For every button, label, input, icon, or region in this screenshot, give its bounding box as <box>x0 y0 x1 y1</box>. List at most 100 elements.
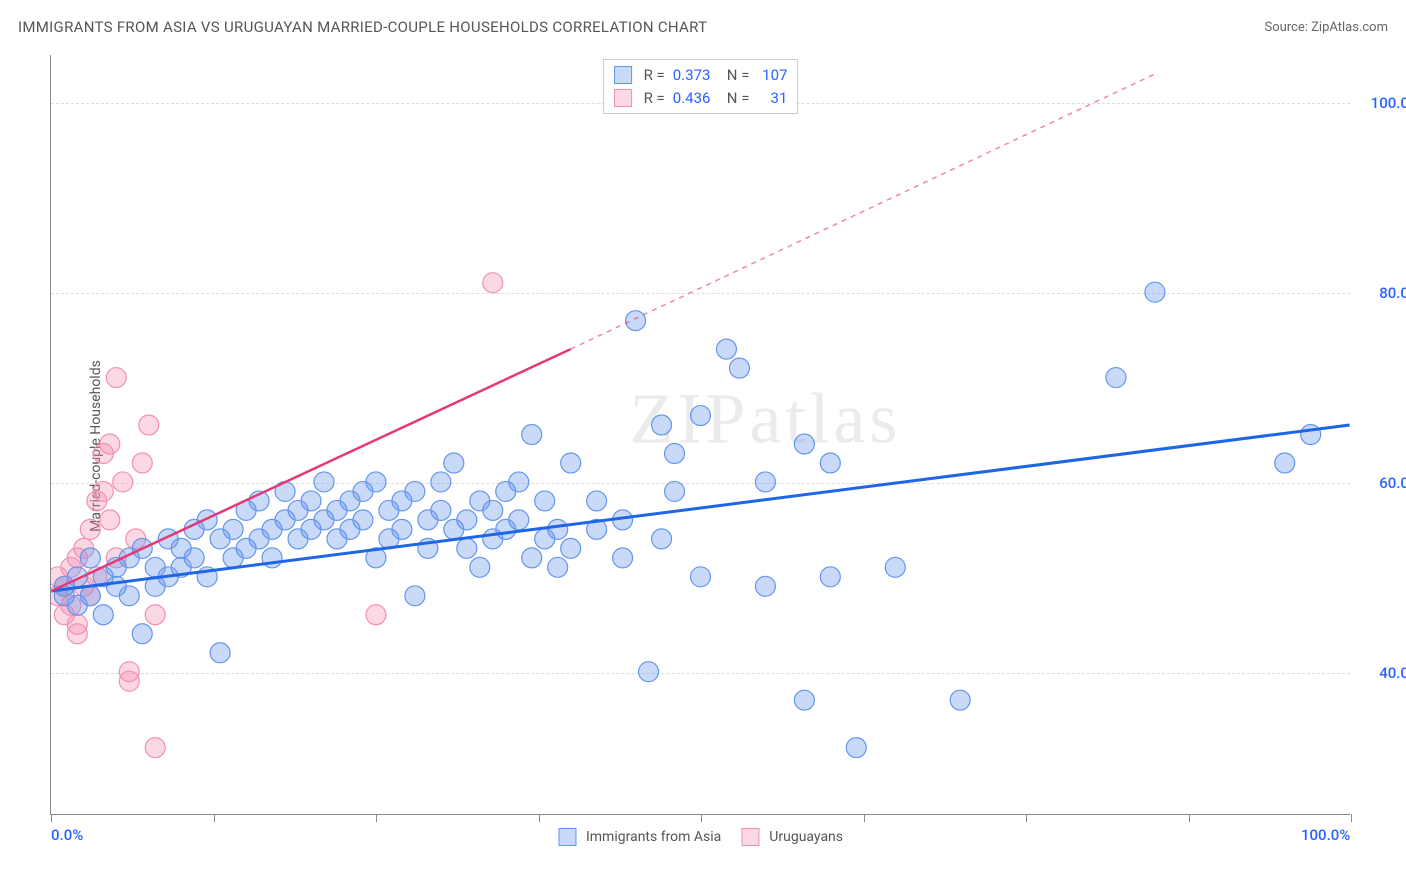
data-point <box>561 453 581 473</box>
data-point <box>652 415 672 435</box>
data-point <box>353 510 373 530</box>
data-point <box>392 519 412 539</box>
data-point <box>535 491 555 511</box>
chart-svg <box>51 55 1350 814</box>
data-point <box>652 529 672 549</box>
legend-label-asia: Immigrants from Asia <box>586 829 721 845</box>
data-point <box>665 443 685 463</box>
data-point <box>509 472 529 492</box>
data-point <box>613 548 633 568</box>
data-point <box>431 472 451 492</box>
data-point <box>184 548 204 568</box>
trend-line <box>51 349 570 591</box>
x-tick <box>1026 814 1027 822</box>
data-point <box>755 576 775 596</box>
data-point <box>522 548 542 568</box>
x-tick <box>376 814 377 822</box>
data-point <box>691 406 711 426</box>
data-point <box>119 586 139 606</box>
source-attribution: Source: ZipAtlas.com <box>1264 20 1388 35</box>
data-point <box>587 491 607 511</box>
data-point <box>548 519 568 539</box>
data-point <box>691 567 711 587</box>
data-point <box>132 624 152 644</box>
data-point <box>1275 453 1295 473</box>
x-tick <box>701 814 702 822</box>
data-point <box>626 311 646 331</box>
y-tick-label: 100.0% <box>1371 94 1406 112</box>
data-point <box>444 453 464 473</box>
y-tick-label: 40.0% <box>1379 664 1406 682</box>
data-point <box>113 472 133 492</box>
x-tick <box>51 814 52 822</box>
data-point <box>457 538 477 558</box>
y-tick-label: 80.0% <box>1379 284 1406 302</box>
data-point <box>950 690 970 710</box>
data-point <box>794 434 814 454</box>
data-point <box>106 368 126 388</box>
data-point <box>729 358 749 378</box>
data-point <box>483 273 503 293</box>
n-value-asia: 107 <box>757 64 787 87</box>
data-point <box>80 586 100 606</box>
data-point <box>405 586 425 606</box>
n-value-uruguay: 31 <box>757 87 787 110</box>
data-point <box>431 500 451 520</box>
legend-row-uruguay: R = 0.436 N = 31 <box>614 87 788 110</box>
legend-item-asia: Immigrants from Asia <box>558 828 721 846</box>
swatch-uruguay-icon <box>741 828 759 846</box>
data-point <box>197 510 217 530</box>
swatch-uruguay <box>614 89 632 107</box>
x-tick-label: 0.0% <box>51 826 83 844</box>
r-value-asia: 0.373 <box>673 64 719 87</box>
correlation-legend: R = 0.373 N = 107 R = 0.436 N = 31 <box>603 59 799 114</box>
data-point <box>665 481 685 501</box>
legend-row-asia: R = 0.373 N = 107 <box>614 64 788 87</box>
data-point <box>145 738 165 758</box>
data-point <box>366 472 386 492</box>
data-point <box>1301 425 1321 445</box>
data-point <box>561 538 581 558</box>
swatch-asia-icon <box>558 828 576 846</box>
data-point <box>139 415 159 435</box>
n-label: N = <box>727 64 750 87</box>
data-point <box>314 472 334 492</box>
legend-item-uruguay: Uruguayans <box>741 828 843 846</box>
data-point <box>639 662 659 682</box>
data-point <box>548 557 568 577</box>
plot-area: ZIPatlas R = 0.373 N = 107 R = 0.436 N =… <box>50 55 1350 815</box>
n-label: N = <box>727 87 750 110</box>
data-point <box>301 491 321 511</box>
x-tick <box>1351 814 1352 822</box>
data-point <box>1106 368 1126 388</box>
data-point <box>145 605 165 625</box>
data-point <box>100 510 120 530</box>
data-point <box>80 519 100 539</box>
data-point <box>457 510 477 530</box>
data-point <box>755 472 775 492</box>
chart-title: IMMIGRANTS FROM ASIA VS URUGUAYAN MARRIE… <box>18 18 707 36</box>
data-point <box>470 557 490 577</box>
x-tick-label: 100.0% <box>1301 826 1350 844</box>
x-tick <box>214 814 215 822</box>
x-tick <box>1189 814 1190 822</box>
y-tick-label: 60.0% <box>1379 474 1406 492</box>
data-point <box>80 548 100 568</box>
data-point <box>67 624 87 644</box>
r-label: R = <box>644 87 665 110</box>
data-point <box>1145 282 1165 302</box>
data-point <box>885 557 905 577</box>
data-point <box>100 434 120 454</box>
swatch-asia <box>614 66 632 84</box>
legend-label-uruguay: Uruguayans <box>769 829 843 845</box>
data-point <box>820 453 840 473</box>
data-point <box>820 567 840 587</box>
data-point <box>483 500 503 520</box>
data-point <box>522 425 542 445</box>
data-point <box>210 643 230 663</box>
data-point <box>223 519 243 539</box>
r-value-uruguay: 0.436 <box>673 87 719 110</box>
data-point <box>366 605 386 625</box>
x-tick <box>539 814 540 822</box>
data-point <box>716 339 736 359</box>
